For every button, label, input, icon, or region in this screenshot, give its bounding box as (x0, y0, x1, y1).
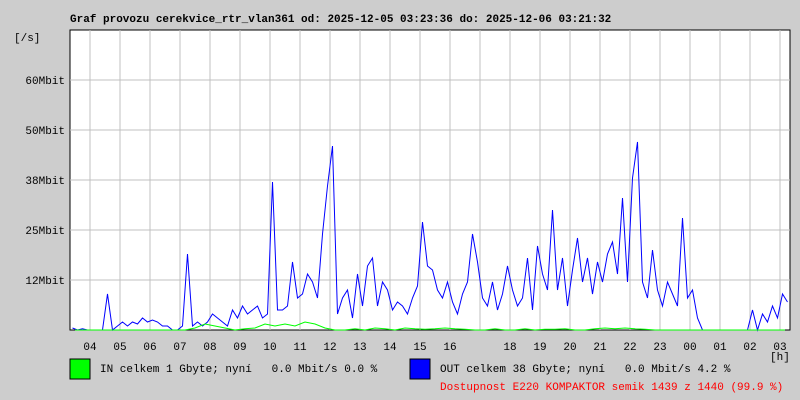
x-tick-label: 11 (293, 342, 307, 354)
x-tick-label: 12 (323, 342, 336, 354)
x-tick-label: 02 (743, 342, 756, 354)
x-tick-label: 08 (203, 342, 216, 354)
x-tick-label: 03 (773, 342, 786, 354)
availability-note: Dostupnost E220 KOMPAKTOR semik 1439 z 1… (440, 382, 783, 394)
y-axis-label: [/s] (14, 33, 40, 45)
chart-title: Graf provozu cerekvice_rtr_vlan361 od: 2… (70, 14, 611, 26)
y-tick-label: 12Mbit (25, 276, 65, 288)
legend-label: IN celkem 1 Gbyte; nyní 0.0 Mbit/s 0.0 % (100, 364, 378, 376)
x-tick-label: 07 (173, 342, 186, 354)
x-tick-label: 18 (503, 342, 516, 354)
grid: 12Mbit 25Mbit 38Mbit 50Mbit 60Mbit 04 05 06 07 08… (25, 30, 790, 354)
y-tick-label: 38Mbit (25, 176, 65, 188)
y-tick-label: 25Mbit (25, 226, 65, 238)
x-tick-label: 15 (413, 342, 426, 354)
x-tick-label: 05 (113, 342, 126, 354)
x-tick-label: 13 (353, 342, 366, 354)
x-tick-label: 01 (713, 342, 727, 354)
series-line (75, 321, 785, 331)
x-tick-label: 21 (593, 342, 607, 354)
x-tick-label: 16 (443, 342, 456, 354)
x-tick-label: 10 (263, 342, 276, 354)
x-tick-label: 22 (623, 342, 636, 354)
x-tick-label: 00 (683, 342, 696, 354)
legend: OUT celkem 38 Gbyte; nyní 0.0 Mbit/s 4.2… (69, 358, 731, 380)
x-tick-label: 20 (563, 342, 576, 354)
x-tick-label: 04 (83, 342, 97, 354)
x-tick-label: 06 (143, 342, 156, 354)
series-line (72, 141, 788, 332)
x-tick-label: 19 (533, 342, 546, 354)
x-tick-label: 09 (233, 342, 246, 354)
y-tick-label: 60Mbit (25, 76, 65, 88)
x-tick-label: 14 (383, 342, 397, 354)
x-tick-label: 23 (653, 342, 666, 354)
y-tick-label: 50Mbit (25, 126, 65, 138)
legend-swatch (69, 358, 91, 380)
marks (72, 141, 788, 332)
x-axis-label: [h] (770, 352, 790, 364)
legend-swatch (409, 358, 431, 380)
legend-label: OUT celkem 38 Gbyte; nyní 0.0 Mbit/s 4.2… (440, 364, 731, 376)
